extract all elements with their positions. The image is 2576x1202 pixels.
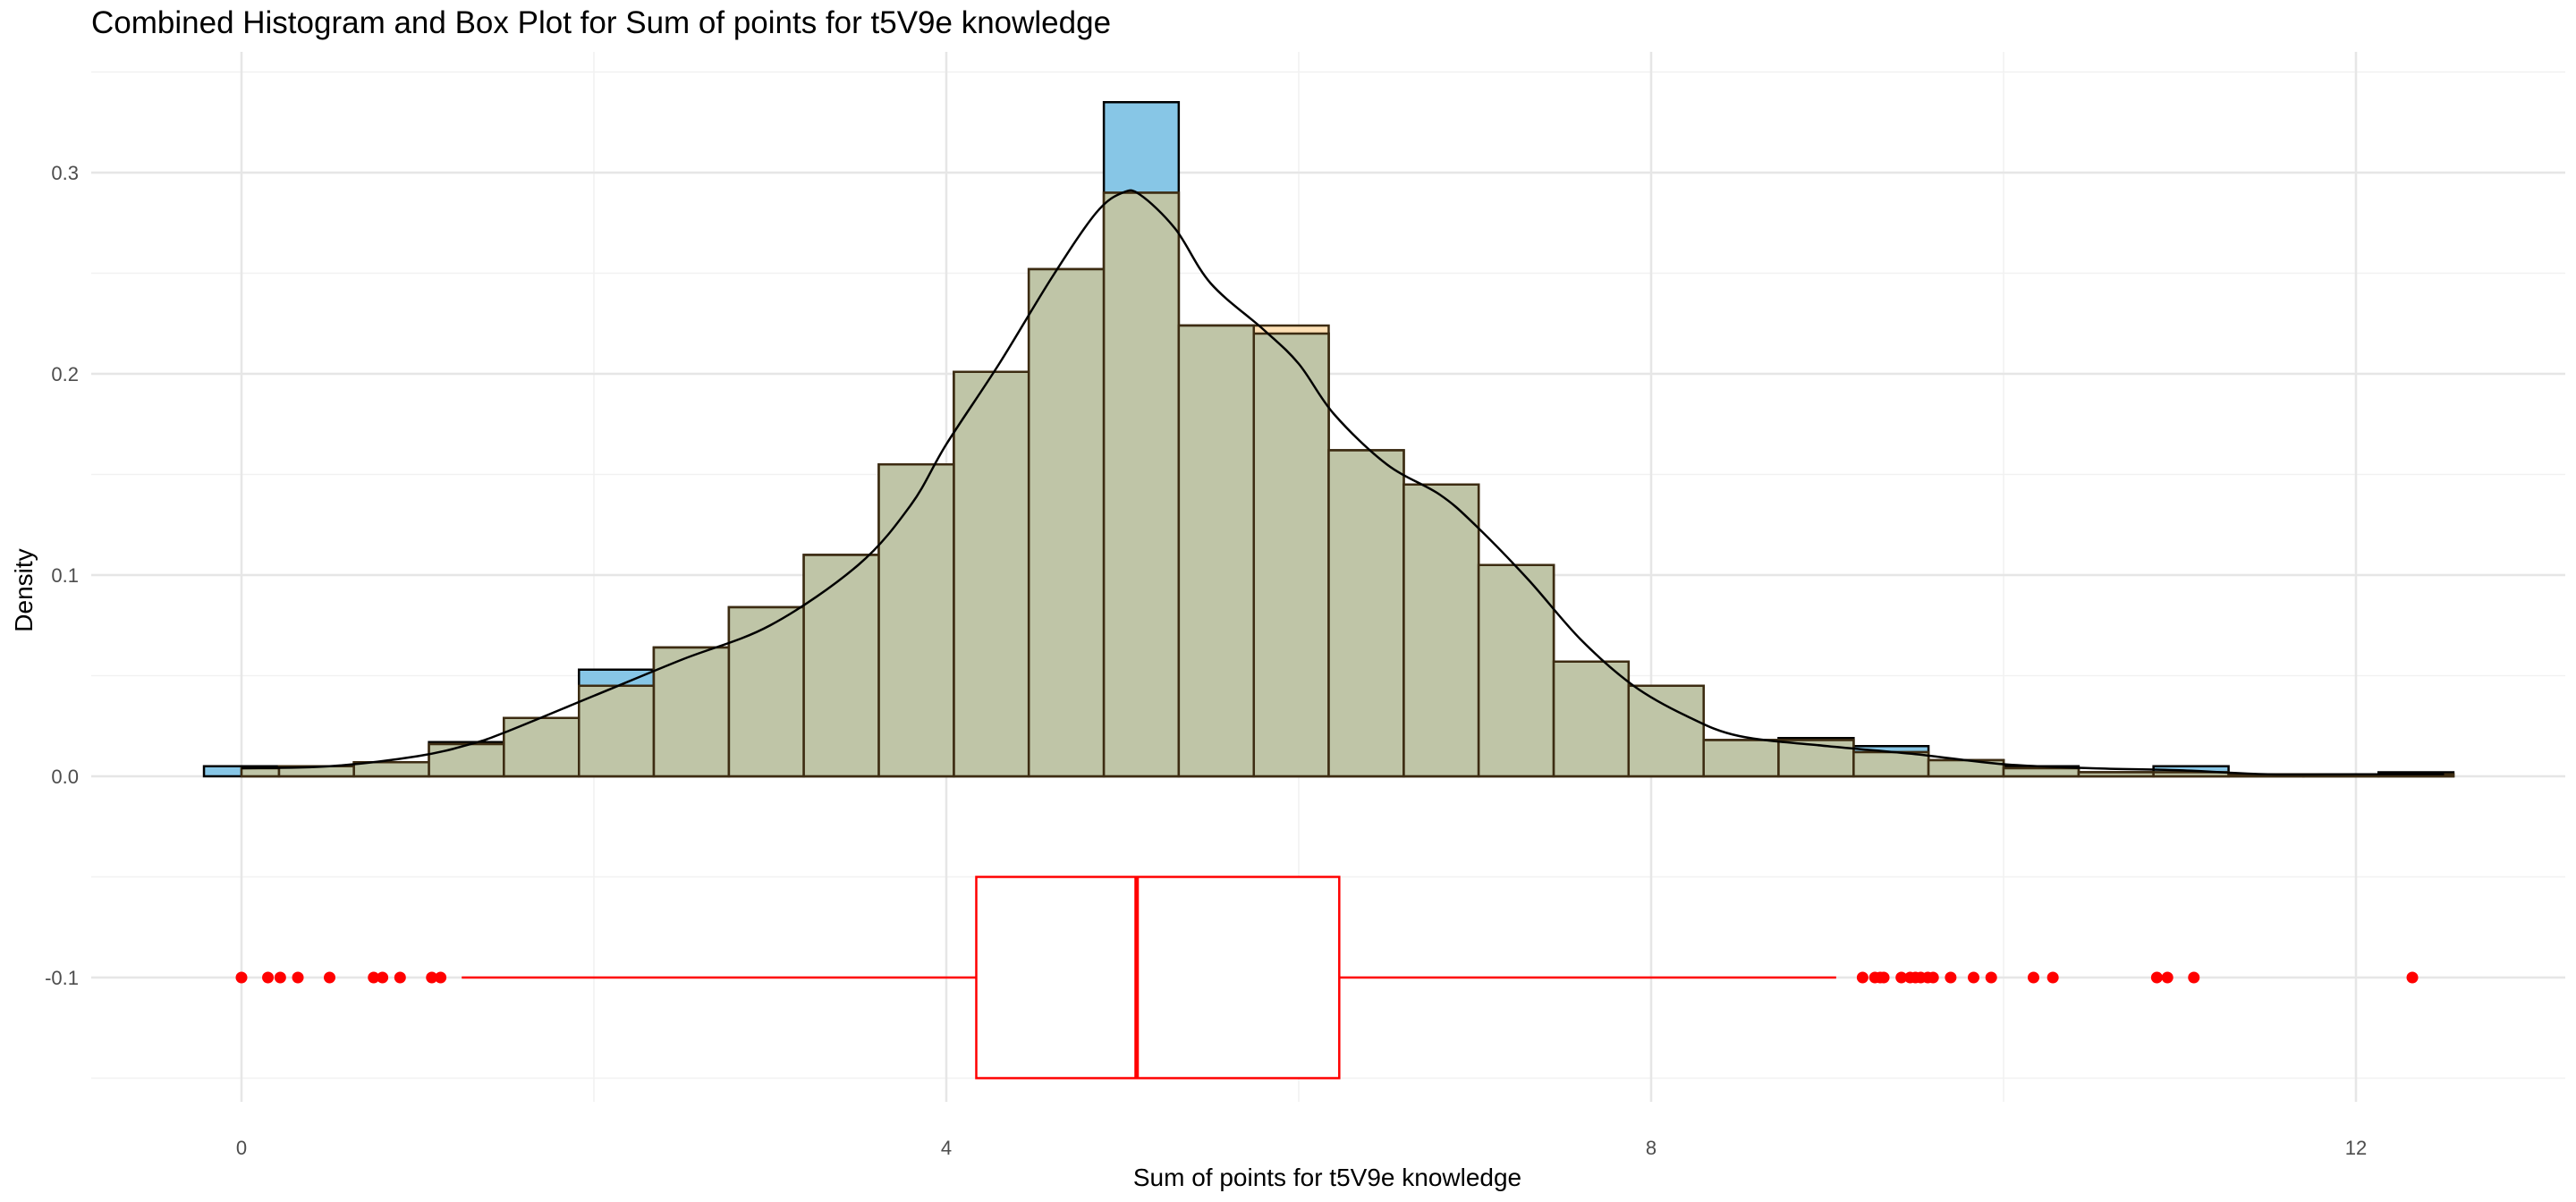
boxplot-outlier: [2046, 971, 2059, 984]
x-tick-label: 8: [1646, 1137, 1657, 1159]
histogram-overlap-bar: [578, 684, 656, 778]
histogram-overlap-bar: [2002, 766, 2080, 778]
boxplot-outlier: [426, 971, 438, 984]
boxplot-outlier: [435, 971, 447, 984]
histogram-overlap-bar: [1252, 332, 1330, 778]
x-axis-title: Sum of points for t5V9e knowledge: [1133, 1164, 1521, 1191]
histogram-overlap-bar: [1852, 750, 1930, 778]
histogram-overlap-bar: [1177, 324, 1256, 778]
density-curve-layer: [241, 189, 2445, 776]
histogram-overlap-bar: [503, 716, 580, 778]
boxplot-outlier: [2161, 971, 2174, 984]
boxplot-outlier: [2188, 971, 2200, 984]
boxplot-outlier: [2406, 971, 2419, 984]
histogram-overlap-bar: [1027, 267, 1106, 778]
histogram-overlap-bar: [2077, 771, 2155, 778]
boxplot-outlier: [368, 971, 380, 984]
boxplot-outlier: [262, 971, 275, 984]
histogram-fitted: [240, 191, 2455, 778]
boxplot-outlier: [1945, 971, 1957, 984]
density-curve: [241, 189, 2445, 776]
boxplot-outlier: [1895, 971, 1908, 984]
y-tick-labels: -0.1 0.0 0.1 0.2 0.3: [45, 162, 79, 989]
histogram-overlap-bar: [1477, 563, 1555, 778]
chart-title: Combined Histogram and Box Plot for Sum …: [91, 5, 1112, 40]
histogram-overlap-bar: [1327, 449, 1405, 778]
boxplot-outlier: [1877, 971, 1890, 984]
histogram-overlap-bar: [802, 554, 880, 778]
histogram-overlap-bar: [1702, 739, 1780, 778]
y-tick-label: -0.1: [45, 967, 79, 989]
y-tick-label: 0.2: [51, 363, 79, 385]
histogram-overlap-bar: [240, 766, 281, 778]
histogram-overlap-bar: [727, 605, 805, 778]
x-tick-label: 4: [941, 1137, 952, 1159]
x-tick-label: 12: [2345, 1137, 2367, 1159]
y-tick-label: 0.3: [51, 162, 79, 184]
boxplot-outlier: [1927, 971, 1939, 984]
histogram-overlap-bar: [428, 742, 505, 778]
boxplot-outlier: [1985, 971, 1997, 984]
boxplot-outlier: [292, 971, 304, 984]
histogram-overlap-bar: [953, 370, 1030, 778]
histogram-overlap-bar: [652, 646, 731, 778]
boxplot-outlier: [394, 971, 406, 984]
histogram-overlap-bar: [1552, 660, 1631, 778]
boxplot-outlier: [235, 971, 248, 984]
x-tick-labels: 0 4 8 12: [236, 1137, 2367, 1159]
boxplot-outlier: [324, 971, 335, 984]
boxplot-outlier: [1856, 971, 1868, 984]
boxplot-outlier: [377, 971, 389, 984]
histogram-overlap-bar: [877, 463, 955, 778]
boxplot-outlier: [2027, 971, 2039, 984]
histogram-overlap-bar: [352, 761, 430, 778]
boxplot-layer: [235, 876, 2419, 1079]
boxplot-box: [975, 876, 1341, 1079]
boxplot-outlier: [274, 971, 286, 984]
boxplot-outlier: [2150, 971, 2163, 984]
histogram-overlap-bar: [1402, 483, 1480, 778]
x-tick-label: 0: [236, 1137, 247, 1159]
boxplot-outlier: [1968, 971, 1980, 984]
histogram-overlap-bar: [1102, 191, 1181, 778]
y-tick-label: 0.0: [51, 766, 79, 788]
histogram-overlap-bar: [1627, 684, 1705, 778]
y-tick-label: 0.1: [51, 564, 79, 587]
y-axis-title: Density: [10, 548, 38, 631]
